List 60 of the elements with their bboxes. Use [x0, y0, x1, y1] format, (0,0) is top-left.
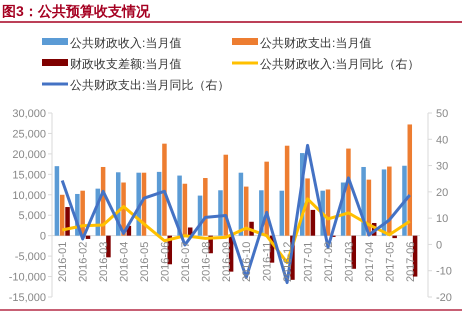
legend-label: 公共财政支出:当月同比（右） — [70, 78, 230, 92]
y2-tick-label: 10 — [436, 213, 448, 226]
y-tick-label: 30,000 — [12, 108, 46, 120]
x-tick-label: 2017-02 — [323, 242, 335, 282]
bar — [310, 210, 316, 236]
x-tick-label: 2016-04 — [118, 242, 131, 282]
legend-label: 公共财政收入:当月同比（右） — [260, 57, 420, 71]
y-tick-label: -15,000 — [8, 292, 46, 304]
x-tick-label: 2016-01 — [57, 242, 70, 282]
y2-tick-label: 0 — [436, 239, 442, 252]
y-tick-label: 5,000 — [18, 210, 46, 222]
y-tick-label: 15,000 — [12, 169, 46, 182]
bar — [238, 172, 244, 236]
bar — [392, 236, 397, 238]
y2-tick-label: 20 — [436, 186, 448, 199]
y2-tick-label: 30 — [436, 160, 448, 173]
x-tick-label: 2017-04 — [364, 242, 376, 282]
y2-tick-label: -20 — [436, 292, 452, 304]
bar — [244, 186, 248, 236]
bar — [54, 166, 60, 236]
y2-tick-label: 40 — [436, 134, 448, 146]
x-tick-label: 2016-12 — [282, 242, 294, 282]
x-tick-label: 2017-01 — [302, 242, 315, 282]
legend-label: 公共财政支出:当月值 — [260, 36, 372, 50]
bar — [182, 184, 188, 236]
y2-tick-label: -10 — [436, 266, 452, 278]
legend-label: 公共财政收入:当月值 — [70, 36, 182, 50]
x-tick-label: 2016-07 — [180, 242, 192, 282]
x-tick-label: 2016-03 — [98, 242, 110, 282]
chart-title: 图3：公共预算收支情况 — [2, 3, 151, 19]
x-tick-label: 2016-09 — [220, 242, 233, 282]
bar — [280, 190, 284, 236]
bar — [408, 124, 412, 236]
y-tick-label: 20,000 — [12, 148, 46, 161]
bar — [352, 236, 356, 269]
y-tick-label: 0 — [40, 230, 46, 243]
bar — [224, 154, 228, 236]
bar — [284, 146, 290, 236]
bar — [60, 194, 64, 236]
x-tick-label: 2016-08 — [200, 242, 212, 282]
bar — [218, 190, 223, 236]
bar — [156, 172, 162, 236]
y-tick-label: -5,000 — [14, 251, 46, 264]
bar — [203, 178, 208, 236]
x-tick-label: 2016-02 — [78, 242, 90, 282]
y2-tick-label: 50 — [436, 108, 448, 120]
y-tick-label: 10,000 — [12, 190, 46, 202]
x-tick-label: 2016-10 — [241, 242, 254, 282]
x-tick-label: 2016-11 — [262, 242, 274, 282]
bar — [162, 144, 167, 236]
y-tick-label: 25,000 — [12, 128, 46, 140]
x-tick-label: 2017-03 — [343, 242, 356, 282]
x-tick-label: 2017-05 — [384, 242, 396, 282]
y-tick-label: -10,000 — [8, 272, 46, 284]
bar — [106, 236, 111, 258]
bar — [86, 236, 90, 239]
x-tick-label: 2016-06 — [159, 242, 172, 282]
x-tick-label: 2016-05 — [139, 242, 151, 282]
x-tick-label: 2017-06 — [404, 242, 417, 282]
legend-label: 财政收支差额:当月值 — [70, 57, 182, 71]
